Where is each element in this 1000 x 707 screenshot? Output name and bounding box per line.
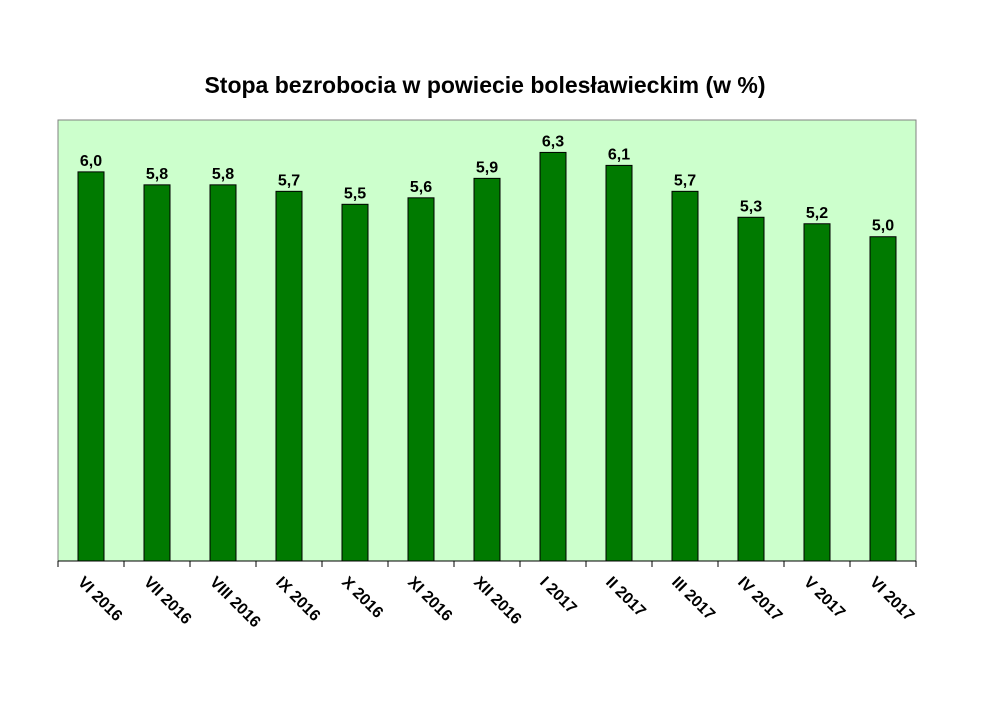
data-label: 5,2	[806, 205, 828, 222]
x-tick-label: I 2017	[536, 574, 580, 618]
x-tick-label: III 2017	[668, 574, 718, 624]
bar	[671, 190, 699, 562]
data-label: 6,1	[608, 146, 630, 163]
x-tick-label: VI 2016	[74, 574, 125, 625]
data-label: 6,3	[542, 133, 564, 150]
x-tick-label: IV 2017	[734, 574, 785, 625]
chart-title: Stopa bezrobocia w powiecie bolesławieck…	[204, 72, 766, 98]
category-labels-layer: VI 2016 VII 2016 VIII 2016 IX 2016 X 2016 XI …	[74, 574, 917, 631]
bar	[869, 236, 897, 562]
data-label: 5,7	[278, 172, 300, 189]
data-label: 5,8	[146, 166, 168, 183]
bar	[539, 151, 567, 562]
bar	[737, 216, 765, 562]
bar	[803, 223, 831, 562]
bar	[407, 197, 435, 562]
x-tick-label: V 2017	[800, 574, 848, 622]
bar	[143, 184, 171, 562]
data-label: 6,0	[80, 153, 102, 170]
x-tick-label: X 2016	[338, 574, 386, 622]
data-label: 5,5	[344, 185, 366, 202]
x-tick-label: XII 2016	[470, 574, 524, 628]
x-ticks-layer	[57, 561, 917, 567]
data-label: 5,3	[740, 198, 762, 215]
bar	[77, 171, 105, 562]
data-label: 5,0	[872, 218, 894, 235]
bars-layer	[77, 151, 897, 562]
x-tick-label: VI 2017	[866, 574, 917, 625]
value-labels-layer: 6,0 5,8 5,8 5,7 5,5 5,6 5,9 6,3 6,1 5,7 5,3 5,2 5,0	[80, 133, 894, 234]
bar	[473, 177, 501, 562]
data-label: 5,6	[410, 179, 432, 196]
data-label: 5,7	[674, 172, 696, 189]
bar	[605, 164, 633, 562]
x-tick-label: XI 2016	[404, 574, 455, 625]
x-tick-label: VII 2016	[140, 574, 194, 628]
data-label: 5,8	[212, 166, 234, 183]
x-tick-label: IX 2016	[272, 574, 323, 625]
x-tick-label: VIII 2016	[206, 574, 263, 631]
bar	[275, 190, 303, 562]
bar	[341, 203, 369, 562]
bar	[209, 184, 237, 562]
data-label: 5,9	[476, 159, 498, 176]
x-tick-label: II 2017	[602, 574, 649, 621]
